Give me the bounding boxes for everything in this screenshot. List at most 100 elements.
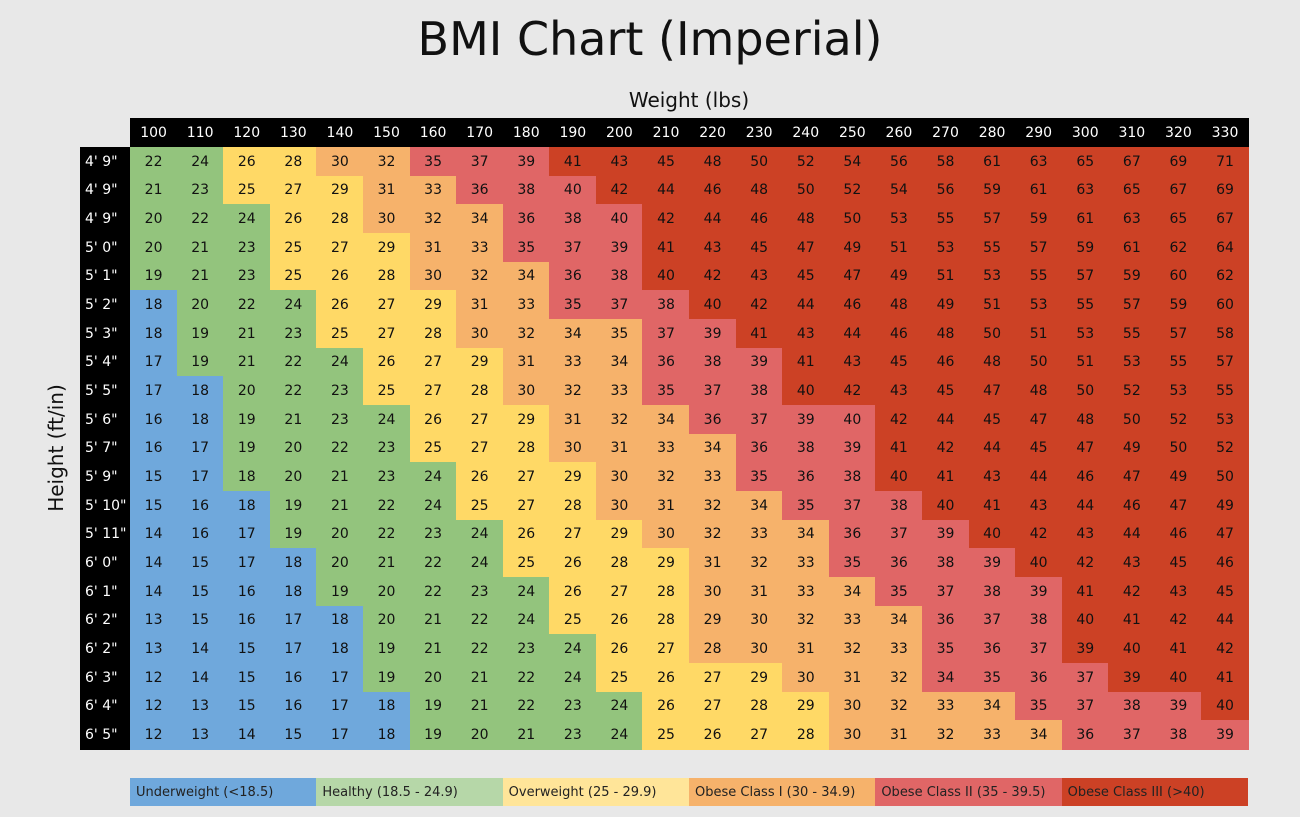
bmi-cell: 53 bbox=[1154, 376, 1202, 406]
bmi-cell: 49 bbox=[828, 233, 876, 263]
bmi-cell: 38 bbox=[875, 491, 923, 521]
bmi-cell: 33 bbox=[735, 519, 783, 549]
row-header: 5' 5" bbox=[80, 376, 130, 406]
bmi-cell: 18 bbox=[362, 720, 411, 750]
bmi-cell: 14 bbox=[130, 519, 178, 549]
bmi-cell: 31 bbox=[642, 491, 690, 521]
bmi-cell: 61 bbox=[1108, 233, 1156, 263]
bmi-cell: 27 bbox=[502, 491, 550, 521]
bmi-cell: 23 bbox=[456, 577, 504, 607]
bmi-cell: 30 bbox=[316, 147, 364, 177]
row-header: 5' 4" bbox=[80, 347, 130, 377]
bmi-cell: 26 bbox=[316, 261, 364, 291]
bmi-cell: 36 bbox=[689, 405, 737, 435]
bmi-cell: 45 bbox=[875, 347, 923, 377]
bmi-cell: 56 bbox=[875, 147, 923, 177]
bmi-cell: 43 bbox=[1015, 491, 1063, 521]
bmi-cell: 30 bbox=[595, 462, 643, 492]
bmi-cell: 26 bbox=[223, 147, 271, 177]
bmi-cell: 45 bbox=[968, 405, 1016, 435]
bmi-cell: 17 bbox=[269, 634, 317, 664]
bmi-cell: 39 bbox=[968, 548, 1016, 578]
bmi-cell: 46 bbox=[1061, 462, 1109, 492]
bmi-cell: 39 bbox=[1154, 691, 1202, 721]
bmi-cell: 25 bbox=[549, 605, 597, 635]
bmi-cell: 19 bbox=[223, 405, 271, 435]
row-header: 6' 3" bbox=[80, 663, 130, 693]
bmi-cell: 24 bbox=[362, 405, 411, 435]
bmi-cell: 38 bbox=[502, 175, 550, 205]
column-header: 320 bbox=[1154, 118, 1202, 147]
bmi-cell: 41 bbox=[1061, 577, 1109, 607]
bmi-cell: 39 bbox=[502, 147, 550, 177]
bmi-cell: 62 bbox=[1201, 261, 1249, 291]
bmi-cell: 23 bbox=[316, 405, 364, 435]
bmi-cell: 15 bbox=[223, 634, 271, 664]
bmi-cell: 57 bbox=[1201, 347, 1249, 377]
bmi-cell: 20 bbox=[269, 462, 317, 492]
bmi-cell: 33 bbox=[502, 290, 550, 320]
bmi-cell: 47 bbox=[1201, 519, 1249, 549]
bmi-cell: 65 bbox=[1061, 147, 1109, 177]
bmi-cell: 26 bbox=[502, 519, 550, 549]
bmi-cell: 14 bbox=[223, 720, 271, 750]
bmi-cell: 41 bbox=[875, 433, 923, 463]
bmi-cell: 37 bbox=[642, 319, 690, 349]
row-header: 6' 0" bbox=[80, 548, 130, 578]
bmi-cell: 34 bbox=[1015, 720, 1063, 750]
bmi-cell: 15 bbox=[223, 691, 271, 721]
bmi-cell: 43 bbox=[875, 376, 923, 406]
bmi-cell: 27 bbox=[409, 376, 457, 406]
bmi-cell: 34 bbox=[456, 204, 504, 234]
bmi-cell: 36 bbox=[828, 519, 876, 549]
bmi-cell: 42 bbox=[735, 290, 783, 320]
bmi-cell: 40 bbox=[642, 261, 690, 291]
bmi-cell: 25 bbox=[316, 319, 364, 349]
bmi-cell: 44 bbox=[1201, 605, 1249, 635]
row-header: 6' 1" bbox=[80, 577, 130, 607]
bmi-cell: 23 bbox=[176, 175, 224, 205]
bmi-cell: 37 bbox=[1061, 691, 1109, 721]
bmi-cell: 48 bbox=[921, 319, 970, 349]
bmi-cell: 34 bbox=[875, 605, 923, 635]
bmi-cell: 27 bbox=[456, 433, 504, 463]
bmi-cell: 41 bbox=[1108, 605, 1156, 635]
bmi-cell: 46 bbox=[828, 290, 876, 320]
bmi-cell: 39 bbox=[1061, 634, 1109, 664]
bmi-cell: 50 bbox=[828, 204, 876, 234]
legend-item: Overweight (25 - 29.9) bbox=[502, 778, 690, 806]
bmi-cell: 16 bbox=[176, 491, 224, 521]
bmi-cell: 28 bbox=[735, 691, 783, 721]
bmi-cell: 55 bbox=[1015, 261, 1063, 291]
bmi-cell: 63 bbox=[1108, 204, 1156, 234]
bmi-cell: 35 bbox=[549, 290, 597, 320]
bmi-cell: 37 bbox=[875, 519, 923, 549]
bmi-cell: 24 bbox=[549, 634, 597, 664]
bmi-cell: 22 bbox=[456, 634, 504, 664]
bmi-cell: 37 bbox=[921, 577, 970, 607]
bmi-cell: 46 bbox=[1108, 491, 1156, 521]
bmi-cell: 23 bbox=[269, 319, 317, 349]
bmi-cell: 12 bbox=[130, 691, 178, 721]
bmi-cell: 45 bbox=[1015, 433, 1063, 463]
bmi-cell: 22 bbox=[362, 519, 411, 549]
bmi-cell: 25 bbox=[642, 720, 690, 750]
column-header: 130 bbox=[269, 118, 317, 147]
bmi-cell: 27 bbox=[689, 691, 737, 721]
bmi-cell: 13 bbox=[130, 634, 178, 664]
bmi-cell: 26 bbox=[549, 577, 597, 607]
row-header: 5' 7" bbox=[80, 433, 130, 463]
bmi-cell: 20 bbox=[362, 577, 411, 607]
bmi-cell: 44 bbox=[1108, 519, 1156, 549]
bmi-cell: 58 bbox=[921, 147, 970, 177]
bmi-cell: 50 bbox=[1108, 405, 1156, 435]
bmi-cell: 20 bbox=[409, 663, 457, 693]
bmi-cell: 22 bbox=[316, 433, 364, 463]
bmi-cell: 18 bbox=[223, 491, 271, 521]
row-header: 4' 9" bbox=[80, 204, 130, 234]
column-header: 270 bbox=[921, 118, 970, 147]
bmi-cell: 44 bbox=[828, 319, 876, 349]
bmi-cell: 32 bbox=[735, 548, 783, 578]
bmi-cell: 17 bbox=[316, 720, 364, 750]
